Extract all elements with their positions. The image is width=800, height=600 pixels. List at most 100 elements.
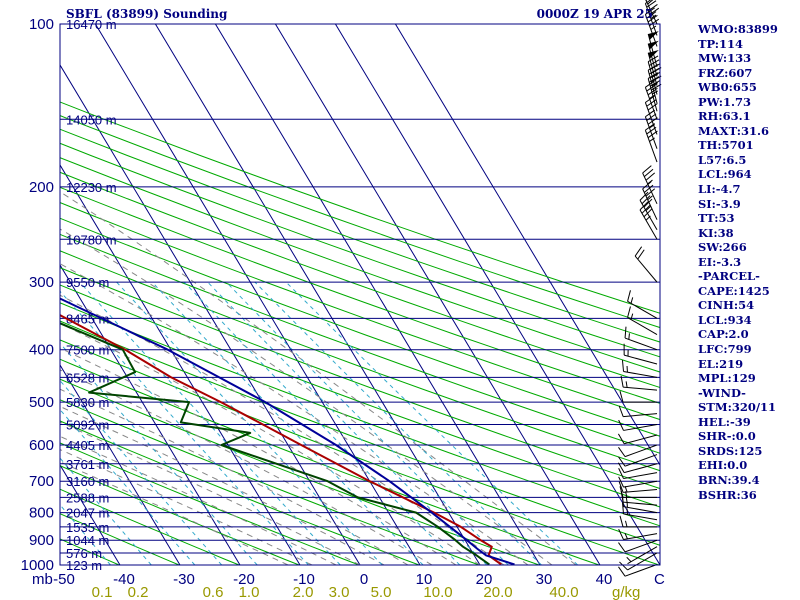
mixing-ratio-label: 5.0: [371, 584, 392, 600]
wind-barb-staff: [642, 172, 658, 205]
index-line: SRDS:125: [698, 443, 763, 458]
index-line: EHI:0.0: [698, 458, 748, 473]
index-line: STM:320/11: [698, 400, 777, 415]
mixing-ratio-label: 0.2: [128, 584, 149, 600]
isotherm-line: [60, 264, 241, 565]
sounding-time: 0000Z 19 APR 25: [537, 7, 653, 21]
index-line: LCL:934: [698, 312, 752, 327]
height-label: 3761 m: [66, 457, 109, 472]
index-line: TP:114: [698, 36, 744, 51]
temperature-tick-label: 0: [360, 571, 368, 588]
wind-barb-feather: [618, 405, 624, 417]
wind-barb-feather: [645, 7, 655, 15]
mixing-ratio-label: 1.0: [239, 584, 260, 600]
index-line: L57:6.5: [698, 152, 747, 167]
height-label: 8465 m: [66, 311, 109, 326]
mixing-ratio-label: 0.6: [203, 584, 224, 600]
index-line: TH:5701: [698, 138, 754, 153]
height-label: 9550 m: [66, 275, 109, 290]
height-label: 3160 m: [66, 474, 109, 489]
temperature-tick-label: 20: [476, 571, 493, 588]
height-label: 5092 m: [66, 418, 109, 433]
wind-barb-staff: [624, 463, 658, 474]
index-line: LCL:964: [698, 167, 752, 182]
isotherm-line: [214, 24, 541, 565]
temperature-tick-label: 10: [416, 571, 433, 588]
height-label: 4405 m: [66, 438, 109, 453]
index-line: -WIND-: [698, 385, 746, 400]
index-line: WB0:655: [698, 80, 757, 95]
mixing-ratio-label: 0.1: [92, 584, 113, 600]
wind-barb-feather: [645, 172, 656, 181]
height-label: 2588 m: [66, 490, 109, 505]
temperature-line: [60, 313, 502, 565]
mixing-ratio-line: [60, 342, 258, 565]
index-line: LI:-4.7: [698, 182, 741, 197]
wind-barb-feather: [647, 4, 658, 12]
wind-barb-half-feather: [647, 195, 653, 201]
wind-barb: [644, 7, 660, 47]
wind-barb-feather: [647, 0, 654, 5]
index-line: CINH:54: [698, 298, 755, 313]
temperature-tick-label: -30: [173, 571, 195, 588]
height-label: 14050 m: [66, 112, 117, 127]
mixing-ratio-line: [183, 281, 461, 565]
index-line: HEL:-39: [698, 414, 751, 429]
wind-barb-staff: [623, 488, 658, 493]
wind-barb-feather: [627, 290, 631, 302]
wind-barb-feather: [627, 306, 631, 318]
index-line: SHR-:0.0: [698, 429, 756, 444]
wind-barb: [623, 343, 658, 365]
temperature-tick-label: -40: [113, 571, 135, 588]
height-label: 6528 m: [66, 370, 109, 385]
wind-barb-half-feather: [626, 556, 632, 563]
wind-barb-feather: [621, 502, 625, 514]
wind-barb-feather: [618, 529, 624, 540]
wind-barb: [626, 546, 658, 565]
index-line: -PARCEL-: [698, 269, 760, 284]
wind-barb-staff: [624, 564, 658, 577]
mixing-ratio-label: 2.0: [293, 584, 314, 600]
wind-barb-half-feather: [649, 94, 655, 100]
wind-barb-staff: [647, 61, 658, 95]
wind-barb: [617, 433, 658, 445]
wind-barb-feather: [618, 476, 624, 488]
sounding-traces: [60, 297, 515, 565]
index-line: LFC:799: [698, 342, 752, 357]
wind-barb: [621, 502, 658, 521]
background-lines: [60, 24, 660, 565]
wind-barb-feather: [643, 208, 653, 218]
pressure-tick-label: 400: [29, 342, 54, 359]
wind-barb-feather: [619, 391, 624, 403]
wind-barb-staff: [624, 454, 658, 467]
wind-barb-feather: [649, 18, 660, 27]
isotherm-line: [334, 24, 660, 565]
pressure-tick-label: 900: [29, 532, 54, 549]
wind-barb-feather: [618, 447, 626, 457]
wind-barb-feather: [618, 456, 626, 467]
wind-barb-staff: [624, 434, 658, 445]
wind-barb-staff: [647, 33, 658, 67]
height-label: 10780 m: [66, 232, 117, 247]
wind-barb-staff: [623, 386, 658, 391]
parcel-line: [60, 297, 515, 565]
wind-barb: [618, 564, 658, 577]
wind-barb-half-feather: [650, 25, 657, 30]
wind-barb: [619, 515, 657, 528]
x-axis-unit: C: [654, 571, 665, 588]
wind-barb: [618, 539, 658, 553]
wind-barb: [618, 454, 658, 467]
wind-barb: [618, 405, 658, 418]
wind-barb: [618, 468, 658, 480]
mixing-ratio-unit: g/kg: [612, 584, 640, 600]
wind-barb: [617, 462, 658, 474]
pressure-tick-label: 100: [29, 16, 54, 33]
index-line: KI:38: [698, 225, 734, 240]
wind-barb-staff: [644, 87, 658, 120]
wind-barb-feather: [618, 566, 626, 577]
wind-barb-feather: [646, 11, 657, 19]
wind-barb-half-feather: [630, 313, 634, 320]
wind-barb-staff: [644, 14, 658, 47]
